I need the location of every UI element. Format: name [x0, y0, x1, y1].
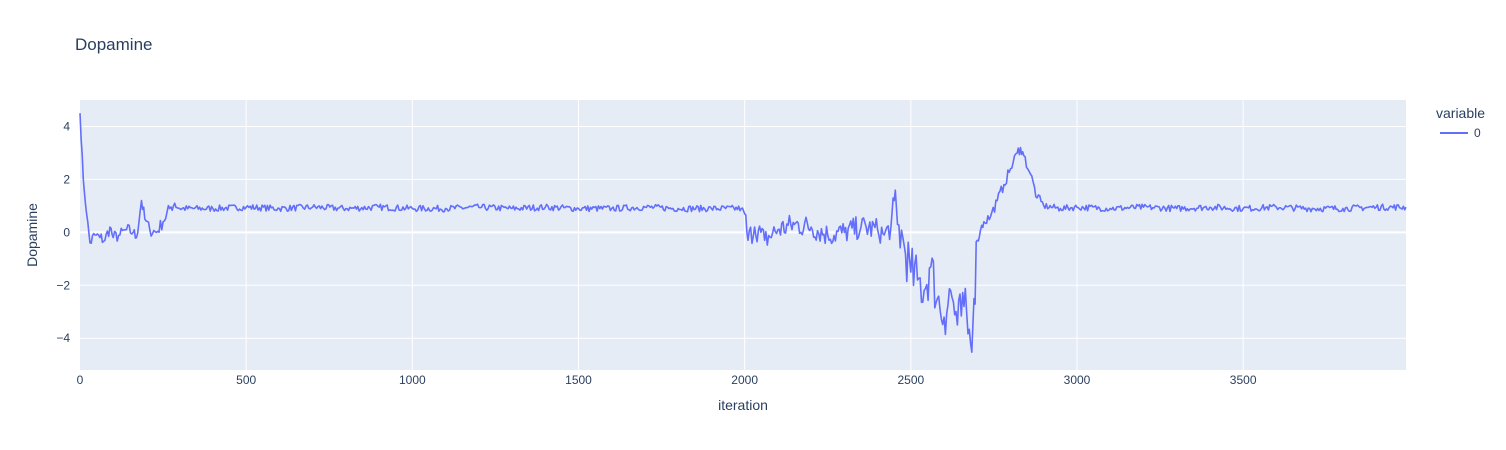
x-tick-labels: 0 500 1000 1500 2000 2500 3000 3500 [77, 373, 1257, 387]
y-tick-label: −2 [56, 278, 70, 292]
series-line-0 [79, 113, 1407, 353]
x-tick-label: 1000 [399, 373, 426, 387]
legend-title: variable [1436, 105, 1485, 121]
x-tick-label: 500 [236, 373, 256, 387]
x-tick-label: 2500 [897, 373, 924, 387]
y-tick-label: 0 [63, 225, 70, 239]
y-tick-label: 4 [63, 119, 70, 133]
y-tick-label: 2 [63, 172, 70, 186]
legend-label-0: 0 [1474, 126, 1481, 140]
y-axis-title: Dopamine [24, 203, 40, 267]
legend[interactable]: variable 0 [1436, 105, 1485, 140]
y-tick-labels: −4 −2 0 2 4 [56, 119, 70, 345]
x-tick-label: 3500 [1230, 373, 1257, 387]
x-tick-label: 2000 [731, 373, 758, 387]
grid-lines [80, 100, 1406, 370]
plot-background [80, 100, 1406, 370]
x-tick-label: 1500 [565, 373, 592, 387]
chart-title: Dopamine [75, 35, 153, 54]
x-tick-label: 0 [77, 373, 84, 387]
y-tick-label: −4 [56, 331, 70, 345]
x-axis-title: iteration [718, 397, 768, 413]
x-tick-label: 3000 [1064, 373, 1091, 387]
